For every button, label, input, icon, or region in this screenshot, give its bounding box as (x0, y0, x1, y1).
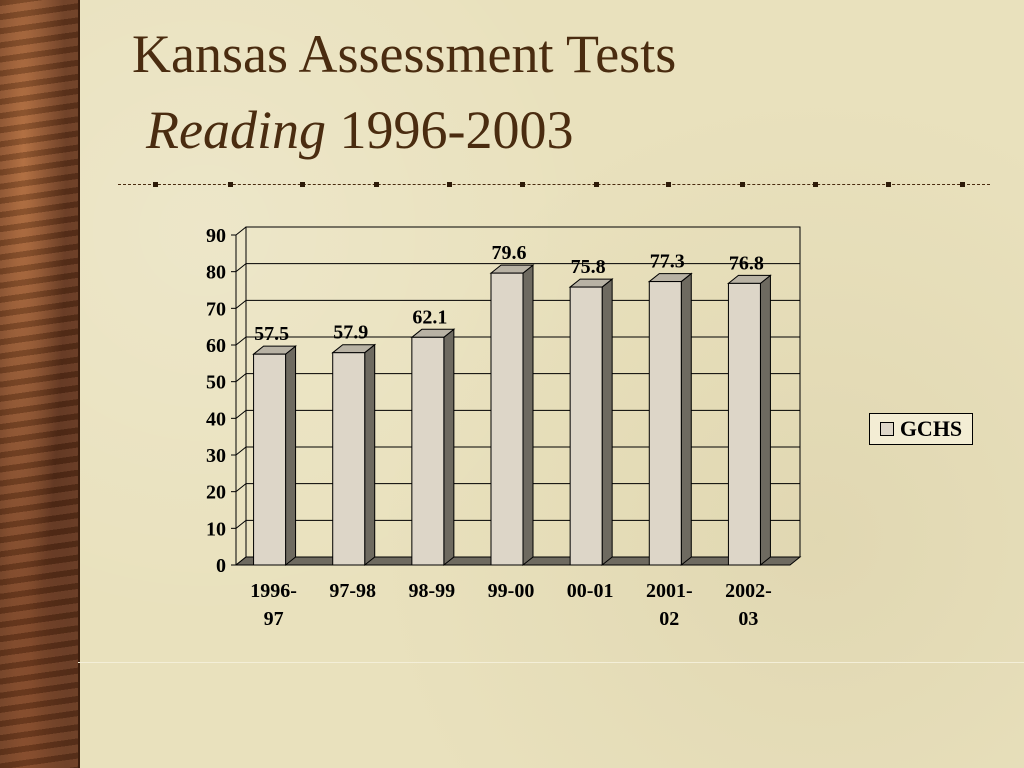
bar (648, 281, 682, 566)
divider-dot (813, 182, 818, 187)
bar (727, 282, 761, 566)
bottom-rule (78, 662, 1024, 663)
x-tick-label: 03 (738, 608, 758, 630)
x-tick-label: 02 (659, 608, 679, 630)
x-tick-label: 00-01 (567, 580, 614, 602)
title-divider (118, 184, 990, 186)
gridline-side (235, 226, 247, 236)
gridline-side (235, 263, 247, 273)
data-label: 57.9 (333, 322, 368, 344)
legend-label: GCHS (899, 416, 963, 441)
gridline-side (235, 336, 247, 346)
bar (253, 353, 287, 566)
x-tick-label: 2002- (725, 580, 772, 602)
y-tick-label: 0 (216, 555, 226, 577)
slide-subtitle: Reading 1996-2003 (146, 98, 573, 162)
subtitle-rest: 1996-2003 (325, 100, 574, 160)
data-label: 77.3 (650, 251, 685, 273)
divider-dot (666, 182, 671, 187)
y-tick-label: 30 (206, 445, 226, 467)
divider-dot (228, 182, 233, 187)
x-tick-label: 98-99 (409, 580, 456, 602)
divider-dot (447, 182, 452, 187)
x-tick-label: 1996- (250, 580, 297, 602)
y-tick-label: 40 (206, 408, 226, 430)
legend-swatch (879, 422, 894, 436)
y-tick-label: 50 (206, 372, 226, 394)
bar-side (759, 274, 771, 567)
bar (332, 352, 366, 566)
divider-dot (374, 182, 379, 187)
data-label: 76.8 (729, 252, 764, 274)
bar-side (285, 345, 297, 567)
divider-dot (886, 182, 891, 187)
bar (490, 272, 524, 566)
x-tick-label: 99-00 (488, 580, 535, 602)
divider-dot (520, 182, 525, 187)
y-tick-label: 60 (206, 335, 226, 357)
bar (569, 286, 603, 566)
gridline-side (235, 373, 247, 383)
bar-side (522, 264, 534, 567)
y-tick-label: 80 (206, 262, 226, 284)
x-tick-label: 97 (264, 608, 284, 630)
divider-dot (594, 182, 599, 187)
gridline-side (235, 409, 247, 419)
x-tick-label: 97-98 (329, 580, 376, 602)
gridline-side (235, 483, 247, 493)
bar-side (443, 328, 455, 567)
bar-side (680, 272, 692, 567)
y-tick-label: 90 (206, 225, 226, 247)
subtitle-italic: Reading (146, 100, 326, 160)
divider-dot (153, 182, 158, 187)
data-label: 57.5 (254, 323, 289, 345)
gridline-side (235, 519, 247, 529)
decorative-side-strip (0, 0, 80, 768)
y-tick-label: 20 (206, 482, 226, 504)
chart-legend: GCHS (869, 413, 973, 445)
data-label: 79.6 (492, 242, 527, 264)
bar-side (601, 278, 613, 567)
slide-title: Kansas Assessment Tests (132, 24, 677, 84)
data-label: 62.1 (412, 306, 447, 328)
y-tick-label: 10 (206, 518, 226, 540)
gridline-side (235, 446, 247, 456)
bar-side (364, 343, 376, 567)
data-label: 75.8 (571, 256, 606, 278)
gridline-side (235, 299, 247, 309)
y-tick-label: 70 (206, 298, 226, 320)
divider-dot (960, 182, 965, 187)
divider-dot (740, 182, 745, 187)
divider-dot (300, 182, 305, 187)
x-tick-label: 2001- (646, 580, 693, 602)
bar (411, 336, 445, 566)
